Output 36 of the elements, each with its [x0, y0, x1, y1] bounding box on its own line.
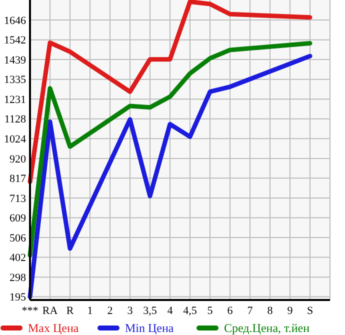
line-series — [28, 54, 312, 300]
x-tick-label: 2 — [107, 305, 113, 317]
x-tick-label: 7 — [247, 305, 254, 317]
y-tick-label: 506 — [10, 232, 26, 244]
y-tick-label: 1128 — [4, 114, 26, 126]
line-series — [28, 41, 312, 258]
y-tick-label: 817 — [10, 172, 26, 185]
y-tick-label: 1439 — [4, 54, 26, 66]
legend-label: Min Цена — [125, 321, 174, 335]
x-tick-label: 6 — [227, 305, 234, 317]
x-tick-label: S — [306, 305, 314, 317]
x-tick-label: 1 — [87, 305, 93, 317]
y-tick-label: 1231 — [4, 94, 26, 106]
x-tick-label: 5 — [207, 305, 214, 317]
y-tick-label: 1024 — [4, 134, 26, 146]
y-tick-label: 1335 — [4, 74, 26, 86]
x-tick-label: 4 — [167, 305, 174, 317]
legend-label: Сред.Цена, т.йен — [224, 321, 310, 335]
x-tick-label: R — [66, 305, 74, 317]
y-tick-label: 920 — [10, 153, 26, 166]
y-tick-label: 195 — [10, 292, 26, 304]
legend-label: Max Цена — [28, 321, 80, 335]
y-tick-label: 1646 — [4, 14, 26, 27]
x-tick-label: 3 — [127, 305, 134, 317]
x-tick-label: 4,5 — [183, 305, 198, 317]
y-tick-label: 609 — [10, 212, 26, 225]
y-tick-label: 1542 — [4, 34, 26, 47]
y-tick-label: 298 — [10, 272, 26, 284]
x-tick-label: 3,5 — [143, 305, 158, 317]
line-series — [28, 0, 312, 184]
x-tick-label: 8 — [267, 305, 274, 317]
x-tick-label: RA — [42, 305, 58, 317]
y-tick-label: 402 — [10, 252, 26, 264]
x-tick-label: 9 — [287, 305, 294, 317]
y-tick-label: 713 — [10, 192, 26, 205]
x-tick-label: *** — [22, 305, 38, 317]
